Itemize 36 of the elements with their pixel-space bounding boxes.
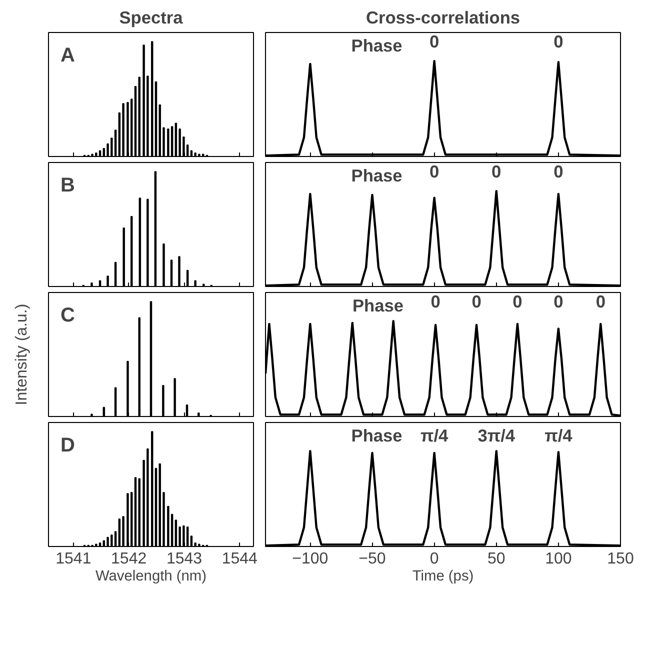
text: 0: [429, 162, 440, 182]
x-tick-label: 100: [545, 550, 572, 568]
x-tick-label: 1544: [222, 550, 258, 568]
x-tick-label: −50: [358, 550, 386, 568]
x-tick-label: 1541: [56, 550, 92, 568]
x-tick-label: 50: [487, 550, 506, 568]
x-axis-title: Wavelength (nm): [95, 568, 207, 584]
annotation: C: [60, 304, 75, 326]
chart-title: Cross-correlations: [366, 8, 520, 28]
text: Phase: [351, 166, 403, 186]
x-tick-label: 0: [430, 550, 439, 568]
text: 0: [430, 292, 440, 312]
x-tick-label: 1543: [166, 550, 202, 568]
text: 0: [554, 292, 564, 312]
x-tick-label: 150: [607, 550, 634, 568]
chart-title: Spectra: [119, 8, 184, 28]
text: 0: [492, 162, 502, 182]
text: 0: [472, 292, 482, 312]
text: 0: [596, 292, 606, 312]
text: Phase: [351, 36, 403, 56]
annotation: A: [60, 44, 75, 66]
x-axis-title: Time (ps): [412, 568, 474, 584]
annotation: D: [60, 434, 75, 456]
text: 0: [429, 32, 440, 52]
text: 0: [554, 162, 564, 182]
text: π/4: [420, 426, 449, 446]
text: Phase: [351, 426, 403, 446]
annotation: B: [60, 174, 75, 196]
text: 0: [512, 292, 522, 312]
y-axis-title: Intensity (a.u.): [14, 304, 30, 406]
text: Phase: [352, 296, 404, 316]
text: π/4: [544, 426, 573, 446]
text: 3π/4: [478, 426, 516, 446]
text: 0: [554, 32, 564, 52]
x-tick-label: −100: [292, 550, 328, 568]
x-tick-label: 1542: [111, 550, 147, 568]
